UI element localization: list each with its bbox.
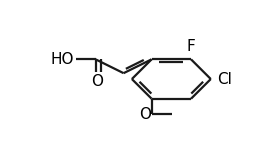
- Text: O: O: [91, 74, 103, 89]
- Text: O: O: [140, 107, 152, 122]
- Text: HO: HO: [51, 52, 74, 67]
- Text: F: F: [187, 39, 195, 54]
- Text: Cl: Cl: [217, 72, 232, 86]
